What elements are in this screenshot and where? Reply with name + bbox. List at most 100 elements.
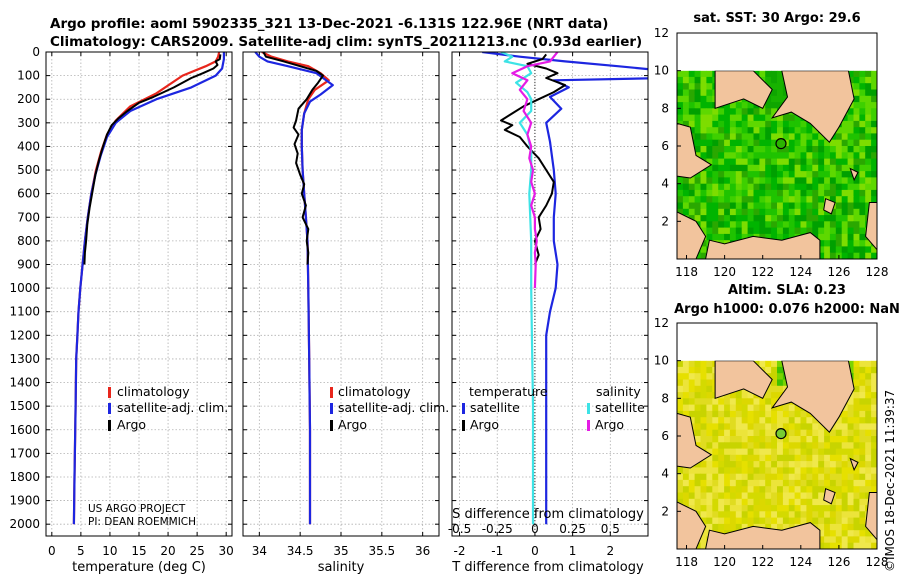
map-cell xyxy=(706,461,713,468)
map-cell xyxy=(841,139,849,147)
map-x-tick-label: 122 xyxy=(751,555,774,569)
map-cell xyxy=(747,202,754,210)
map-cell xyxy=(706,505,713,512)
map-y-tick-label: 12 xyxy=(654,316,669,330)
map-cell xyxy=(841,442,849,450)
map-cell xyxy=(818,183,825,191)
map-cell xyxy=(718,448,725,456)
map-cell xyxy=(718,189,725,197)
map-cell xyxy=(788,158,796,166)
map-cell xyxy=(765,215,772,222)
map-cell xyxy=(824,221,831,229)
map-cell xyxy=(794,511,801,519)
map-cell xyxy=(729,398,737,406)
map-cell xyxy=(865,429,872,437)
legend-argo-swatch xyxy=(108,420,111,431)
map-cell xyxy=(871,189,877,197)
map-cell xyxy=(694,398,701,406)
map-cell xyxy=(700,95,707,103)
temperature-series xyxy=(72,52,225,525)
salinity-xlabel: salinity xyxy=(318,560,365,575)
map-cell xyxy=(794,202,801,210)
map-cell xyxy=(706,233,713,241)
map-cell xyxy=(682,373,690,380)
map-cell xyxy=(735,505,743,512)
map-cell xyxy=(847,454,854,462)
map-cell xyxy=(712,511,719,519)
x-tick-label: -2 xyxy=(454,544,466,558)
map-cell xyxy=(718,202,725,210)
map-cell xyxy=(829,233,837,241)
map-cell xyxy=(700,108,707,116)
map-cell xyxy=(788,498,796,506)
map-cell xyxy=(859,102,866,109)
map-cell xyxy=(682,360,690,368)
map-cell xyxy=(835,189,843,197)
map-cell xyxy=(812,152,819,160)
map-cell xyxy=(688,392,696,399)
map-cell xyxy=(700,70,707,78)
y-tick-label: 1800 xyxy=(9,470,40,484)
salinity-grid xyxy=(243,51,439,536)
map-cell xyxy=(729,102,737,109)
map-cell xyxy=(741,127,749,134)
map-cell xyxy=(753,139,760,147)
map-cell xyxy=(865,127,872,134)
map-cell xyxy=(718,183,725,191)
map-cell xyxy=(871,398,877,406)
map-cell xyxy=(735,108,743,116)
map-cell xyxy=(753,108,760,116)
map-cell xyxy=(771,95,778,103)
map-cell xyxy=(800,171,807,178)
map-cell xyxy=(835,139,843,147)
map-cell xyxy=(782,479,790,487)
map-cell xyxy=(812,196,819,203)
map-cell xyxy=(859,233,866,241)
map-cell xyxy=(753,398,760,406)
map-cell xyxy=(829,227,837,235)
map-cell xyxy=(771,498,778,506)
map-cell xyxy=(859,429,866,437)
map-cell xyxy=(841,221,849,229)
map-cell xyxy=(859,133,866,141)
map-cell xyxy=(729,436,737,443)
depth-tick-labels: 0100200300400500600700800900100011001200… xyxy=(9,45,40,531)
map-cell xyxy=(794,196,801,203)
map-cell xyxy=(859,202,866,210)
map-cell xyxy=(806,486,813,493)
map-cell xyxy=(765,442,772,450)
map-cell xyxy=(782,189,790,197)
map-cell xyxy=(824,542,831,549)
map-cell xyxy=(847,404,854,412)
map-cell xyxy=(747,511,754,519)
map-cell xyxy=(818,436,825,443)
map-cell xyxy=(688,183,696,191)
map-cell xyxy=(800,146,807,153)
map-cell xyxy=(700,189,707,197)
map-cell xyxy=(835,202,843,210)
map-cell xyxy=(853,360,860,368)
map-cell xyxy=(841,152,849,160)
map-cell xyxy=(806,208,813,216)
map-cell xyxy=(871,442,877,450)
map-cell xyxy=(847,429,854,437)
map-cell xyxy=(765,423,772,431)
map-cell xyxy=(847,146,854,153)
map-cell xyxy=(847,410,854,418)
map-cell xyxy=(741,404,749,412)
map-cell xyxy=(718,417,725,424)
map-cell xyxy=(782,233,790,241)
map-cell xyxy=(859,486,866,493)
map-cell xyxy=(718,398,725,406)
map-cell xyxy=(735,492,743,500)
map-cell xyxy=(677,177,684,185)
map-cell xyxy=(777,202,784,210)
map-cell xyxy=(712,423,719,431)
map-cell xyxy=(712,177,719,185)
map-cell xyxy=(741,523,749,531)
map-cell xyxy=(777,196,784,203)
map-cell xyxy=(794,215,801,222)
map-cell xyxy=(741,120,749,128)
map-cell xyxy=(682,70,690,78)
map-cell xyxy=(706,114,713,122)
